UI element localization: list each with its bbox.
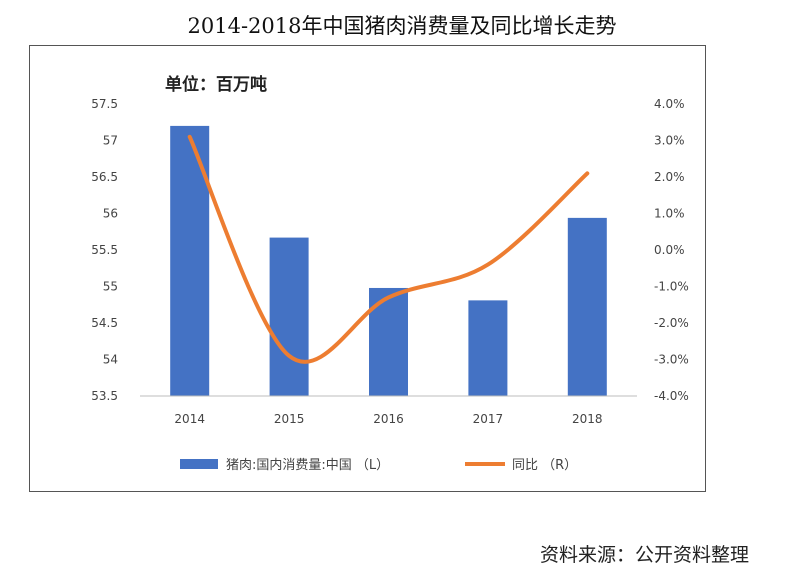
- left-tick-label: 56.5: [91, 170, 118, 184]
- bar-2015: [269, 237, 309, 396]
- left-tick-label: 55.5: [91, 243, 118, 257]
- right-tick-label: -2.0%: [654, 316, 689, 330]
- line-series: [187, 134, 590, 364]
- unit-label: 单位：百万吨: [165, 74, 267, 95]
- source-note: 资料来源：公开资料整理: [540, 544, 750, 566]
- bar-2017: [468, 300, 508, 396]
- left-tick-label: 54: [103, 353, 118, 367]
- left-tick-label: 56: [103, 207, 118, 221]
- x-axis-ticks: 2014 2015 2016 2017 2018: [174, 412, 602, 426]
- x-tick-label: 2017: [473, 412, 504, 426]
- right-tick-label: 4.0%: [654, 97, 685, 111]
- bar-2018: [567, 217, 607, 396]
- right-tick-label: 3.0%: [654, 134, 685, 148]
- x-tick-label: 2014: [174, 412, 205, 426]
- left-tick-label: 53.5: [91, 389, 118, 403]
- right-tick-label: -1.0%: [654, 280, 689, 294]
- left-tick-label: 54.5: [91, 316, 118, 330]
- left-axis-ticks: 57.5 57 56.5 56 55.5 55 54.5 54 53.5: [91, 97, 118, 403]
- left-tick-label: 55: [103, 280, 118, 294]
- bar-series: [170, 125, 607, 397]
- right-tick-label: -3.0%: [654, 353, 689, 367]
- right-tick-label: 2.0%: [654, 170, 685, 184]
- chart-frame: [29, 45, 706, 492]
- right-axis-ticks: 4.0% 3.0% 2.0% 1.0% 0.0% -1.0% -2.0% -3.0% -4.0%: [654, 97, 689, 403]
- x-tick-label: 2015: [274, 412, 305, 426]
- x-tick-label: 2018: [572, 412, 603, 426]
- chart-title: 2014-2018年中国猪肉消费量及同比增长走势: [187, 14, 617, 38]
- legend-swatch-bar: [180, 459, 218, 469]
- legend-label-bar: 猪肉:国内消费量:中国 （L）: [226, 457, 389, 473]
- right-tick-label: 0.0%: [654, 243, 685, 257]
- right-tick-label: -4.0%: [654, 389, 689, 403]
- left-tick-label: 57.5: [91, 97, 118, 111]
- legend-label-line: 同比 （R）: [512, 458, 577, 473]
- x-tick-label: 2016: [373, 412, 404, 426]
- right-tick-label: 1.0%: [654, 207, 685, 221]
- left-tick-label: 57: [103, 134, 118, 148]
